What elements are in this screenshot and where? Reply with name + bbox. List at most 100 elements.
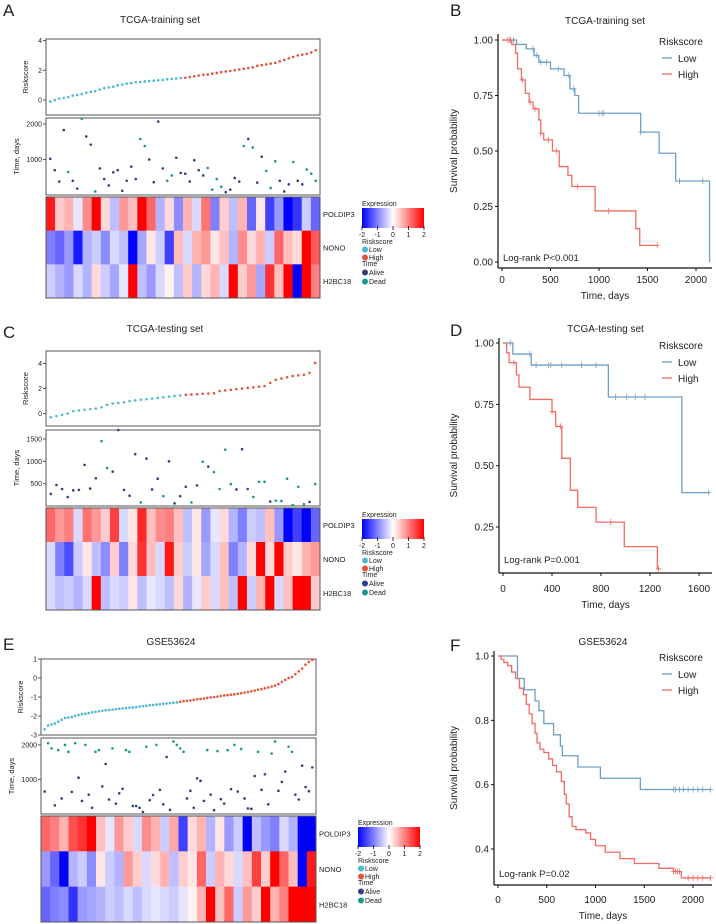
x-tick-label: 1500 [633,895,656,906]
time-point-alive [222,802,226,805]
censor-mark-high [676,868,682,875]
riskscore-point-low [90,710,94,714]
riskscore-point-low [53,722,57,725]
y-tick-label: 1.00 [474,36,494,47]
time-point-dead [139,501,143,504]
riskscore-point-high [209,696,212,699]
heatmap-cell [201,264,211,299]
riskscore-point-low [114,707,118,711]
heatmap-cell [86,851,97,887]
time-point-alive [133,452,137,456]
riskscore-point-low [121,707,124,710]
heatmap-cell [100,542,111,577]
riskscore-point-low [175,701,179,704]
legend-low-label: Low [678,54,697,65]
heatmap-cell [146,197,156,231]
time-point-dead [162,494,165,498]
riskscore-point-high [195,697,199,701]
time-point-alive [83,463,86,467]
riskscore-point-high [185,699,189,703]
heatmap-cell [169,886,179,923]
heatmap-cell [73,576,83,611]
riskscore-point-low [170,77,174,81]
risk-tick-label: -2 [31,714,37,721]
heatmap-cell [246,542,257,577]
time-point-alive [104,762,107,766]
legend-high-marker [362,565,368,572]
censor-mark-low [555,65,561,72]
heatmap-cell [297,851,308,887]
heatmap-cell [155,197,166,231]
heatmap-cell [164,264,175,299]
heatmap-cell [105,851,115,887]
time-point-alive [102,177,106,181]
censor-mark-low [530,45,536,52]
heatmap-cell [183,230,193,265]
time-point-alive [184,485,188,489]
riskscore-point-low [143,80,147,83]
riskscore-point-low [94,407,98,410]
riskscore-point-low [111,85,115,88]
heatmap-cell [265,197,275,231]
time-point-alive [202,799,206,803]
time-point-alive [296,179,300,183]
time-point-dead [170,174,174,177]
heatmap-cell [187,851,198,887]
heatmap-cell [219,508,229,543]
legend-alive-marker [358,888,364,895]
time-point-alive [178,494,182,498]
heatmap-cell [68,851,78,887]
time-point-dead [229,482,233,486]
heatmap-cell [301,230,312,265]
time-point-alive [156,477,159,481]
y-tick-label: 0.75 [475,400,495,411]
heatmap-cell [137,230,147,265]
riskscore-point-high [216,695,219,698]
heatmap-cell [64,576,74,611]
censor-mark-low [533,362,539,369]
legend-dead-marker [358,897,364,904]
time-point-alive [237,180,241,183]
censor-mark-low [507,340,513,346]
heatmap-cell [137,542,147,577]
heatmap-cell [201,508,211,543]
time-point-dead [67,750,70,754]
time-point-alive [199,779,202,783]
riskscore-point-high [264,63,268,66]
time-point-alive [128,494,131,498]
censor-mark-high [695,874,701,881]
riskscore-axis-label: Riskscore [21,372,30,405]
riskscore-point-low [111,708,114,711]
x-tick-label: 0 [495,895,501,906]
riskscore-point-high [212,695,216,699]
riskscore-point-high [223,389,227,392]
censor-mark-low [601,110,607,117]
legend-expression-title: Expression [358,820,393,827]
riskscore-point-low [174,77,178,80]
heatmap-cell [173,264,184,299]
time-point-alive [308,500,311,504]
legend-alive-marker [362,269,368,276]
legend-high-label: High [365,874,380,881]
time-point-alive [89,143,93,146]
heatmap-cell [164,230,175,265]
heatmap-cell [274,230,284,265]
censor-mark-low [685,786,691,793]
time-point-alive [189,789,192,793]
time-point-alive [260,788,263,792]
time-point-dead [297,485,300,489]
riskscore-point-high [250,690,253,693]
heatmap-cell [274,542,284,577]
time-axis-label: Time, days [7,758,16,795]
panel-label: D [450,321,462,340]
time-point-dead [100,439,103,443]
time-point-dead [128,750,131,754]
riskscore-point-low [128,399,131,403]
riskscore-point-low [120,83,124,86]
heatmap-cell [270,816,280,852]
colorbar-tick-label: 0 [387,851,391,858]
legend-high-label: High [678,686,699,697]
censor-mark-high [527,99,533,106]
heatmap-cell [55,542,65,577]
riskscore-point-high [273,684,277,687]
